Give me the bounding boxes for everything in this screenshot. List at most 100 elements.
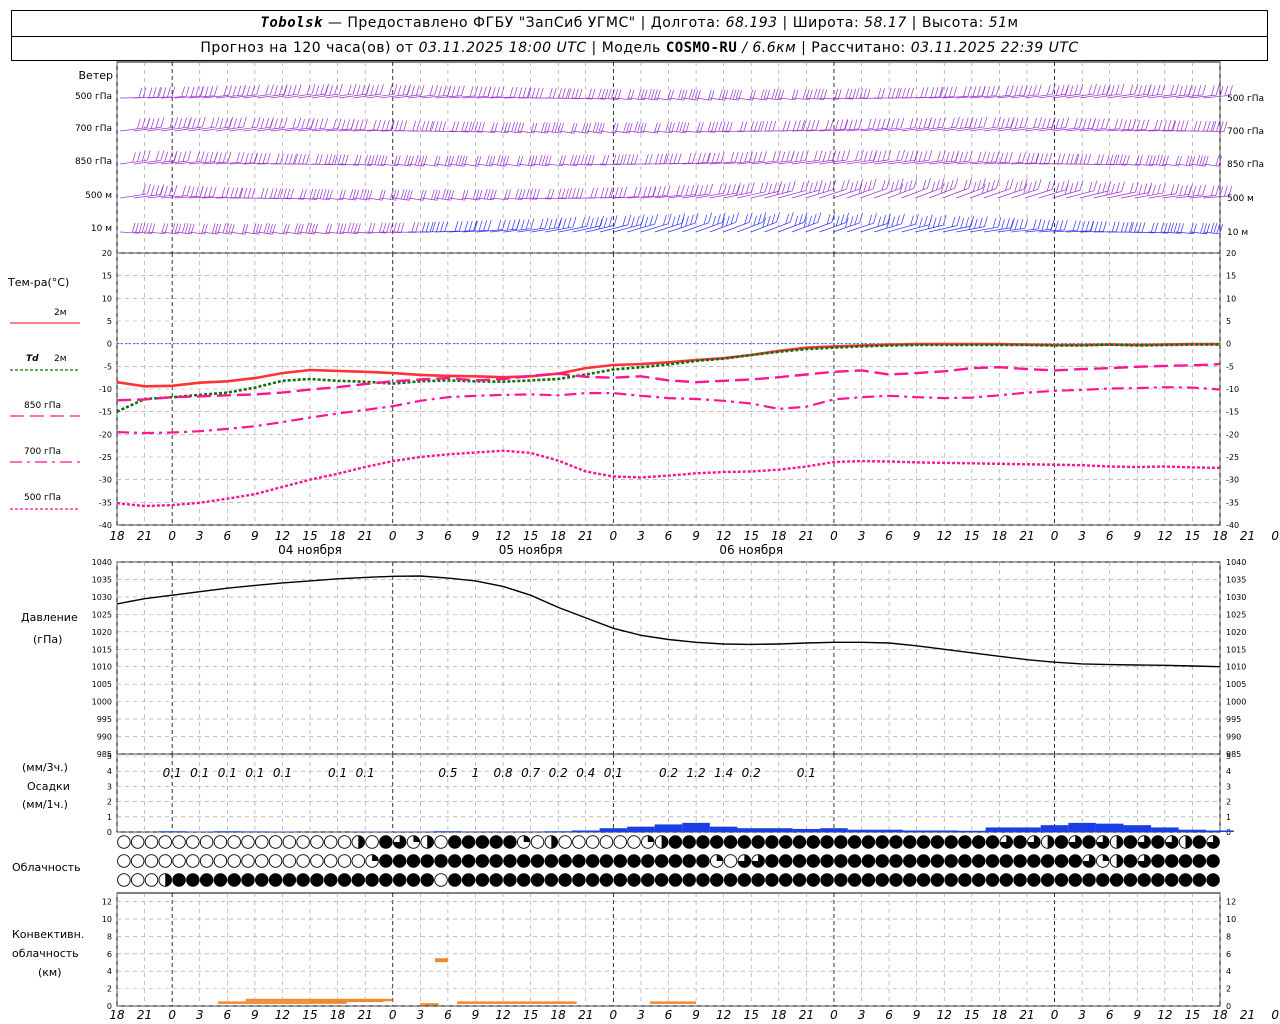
wind-barb-feather: [1060, 181, 1065, 192]
cloud-symbol: [654, 873, 669, 887]
cloud-symbol: [530, 873, 545, 887]
cloud-circle: [875, 854, 889, 868]
wind-barb-feather: [312, 189, 317, 200]
wind-barb-feather: [147, 183, 151, 195]
wind-barb-feather: [1009, 119, 1014, 130]
wind-barb: [901, 187, 928, 199]
precip-3h-label: 0.1: [797, 766, 816, 780]
wind-barb-feather: [1066, 153, 1071, 165]
cloud-fill: [1116, 835, 1123, 849]
wind-barb-feather: [1161, 84, 1166, 95]
wind-barb-feather: [529, 188, 534, 199]
cloud-symbol: [1192, 854, 1207, 868]
temp-tick-label: -40: [1226, 521, 1239, 530]
wind-barb-feather: [1121, 181, 1125, 192]
wind-barb-feather: [859, 212, 863, 224]
wind-barb-feather: [135, 222, 139, 234]
cloud-symbol: [1027, 835, 1041, 849]
wind-barb-feather: [1111, 221, 1116, 232]
wind-barb-feather: [860, 149, 864, 161]
cloud-circle: [117, 873, 131, 887]
temp-tick-label: -30: [1226, 476, 1239, 485]
prec-tick-label: 2: [1226, 798, 1231, 807]
wind-barb-feather: [812, 213, 817, 225]
cloud-circle: [847, 873, 862, 887]
wind-barb-feather: [992, 117, 997, 128]
precip-3h-label: 0.5: [438, 766, 457, 780]
pres-tick-label: 1010: [1226, 663, 1246, 672]
wind-level-right: 500 гПа: [1227, 94, 1264, 104]
cloud-symbol: [834, 835, 848, 849]
wind-barb-feather: [502, 155, 507, 166]
wind-barb-feather: [316, 189, 320, 200]
wind-barb-feather: [228, 85, 232, 96]
wind-barb-feather: [273, 188, 278, 199]
wind-barb-feather: [1051, 117, 1056, 128]
wind-barb-feather: [1096, 119, 1100, 130]
wind-barb-feather: [972, 86, 977, 97]
wind-barb-feather: [872, 178, 877, 189]
wind-barb-feather: [877, 216, 882, 227]
pressure-unit: (гПа): [33, 633, 62, 646]
cloud-circle: [572, 873, 586, 887]
wind-barb-feather: [481, 122, 485, 133]
wind-barb-feather: [131, 222, 136, 233]
wind-barb-feather: [318, 154, 323, 165]
x-tick-label-bottom: 15: [302, 1008, 317, 1022]
wind-barb-feather: [402, 85, 407, 96]
wind-barb-feather: [1147, 185, 1151, 196]
wind-barb-feather: [681, 213, 686, 224]
wind-barb-feather: [225, 186, 230, 198]
precip-bar: [571, 830, 600, 832]
wind-barb-feather: [845, 88, 849, 99]
pres-tick-label: 1025: [92, 610, 112, 619]
wind-barb-feather: [1185, 155, 1190, 166]
wind-barb-feather: [249, 152, 254, 164]
wind-barb-feather: [558, 217, 563, 228]
cloud-symbol: [379, 835, 393, 849]
wind-barb-feather: [1150, 222, 1155, 233]
cloud-fill: [1027, 835, 1041, 849]
wind-barb-feather: [604, 187, 609, 198]
cloud-circle: [1040, 873, 1055, 887]
wind-barb-feather: [1187, 86, 1192, 97]
wind-barb-feather: [1184, 120, 1189, 131]
wind-barb-feather: [178, 118, 182, 129]
wind-barb-feather: [380, 84, 384, 95]
wind-barb-feather: [877, 119, 881, 130]
wind-barb: [942, 187, 969, 199]
wind-barb-feather: [700, 122, 704, 133]
cloud-symbol: [1040, 854, 1055, 868]
wind-barb-feather: [562, 218, 567, 229]
wind-barb-feather: [637, 186, 642, 197]
wind-barb-feather: [1123, 119, 1127, 130]
cloud-symbol: [392, 854, 407, 868]
cloud-circle: [723, 873, 738, 887]
cloud-symbol: [1096, 854, 1110, 868]
wind-barb-feather: [1111, 183, 1115, 195]
wind-barb-feather: [367, 155, 372, 166]
conv-label-2: облачность: [12, 947, 79, 960]
cloud-symbol: [999, 835, 1014, 849]
wind-barb: [147, 160, 175, 165]
wind-barb-feather: [611, 88, 615, 100]
wind-barb-feather: [688, 88, 693, 100]
cloud-symbol: [144, 835, 159, 849]
cloud-circle: [323, 873, 338, 887]
wind-barb-feather: [972, 181, 977, 192]
wind-barb-feather: [762, 212, 767, 223]
wind-barb-feather: [1023, 178, 1028, 190]
wind-barb: [119, 127, 148, 132]
wind-barb-feather: [415, 222, 419, 233]
cloud-circle: [1068, 854, 1082, 868]
cloud-circle: [255, 835, 269, 849]
wind-barb-feather: [319, 188, 324, 199]
cloud-symbol: [627, 835, 641, 849]
wind-barb-feather: [816, 88, 821, 100]
wind-barb-feather: [1171, 120, 1176, 131]
cloud-circle: [489, 854, 503, 868]
wind-barb-feather: [1160, 222, 1165, 233]
conv-tick-label: 2: [1226, 985, 1231, 994]
prec-tick-label: 5: [1226, 752, 1231, 761]
